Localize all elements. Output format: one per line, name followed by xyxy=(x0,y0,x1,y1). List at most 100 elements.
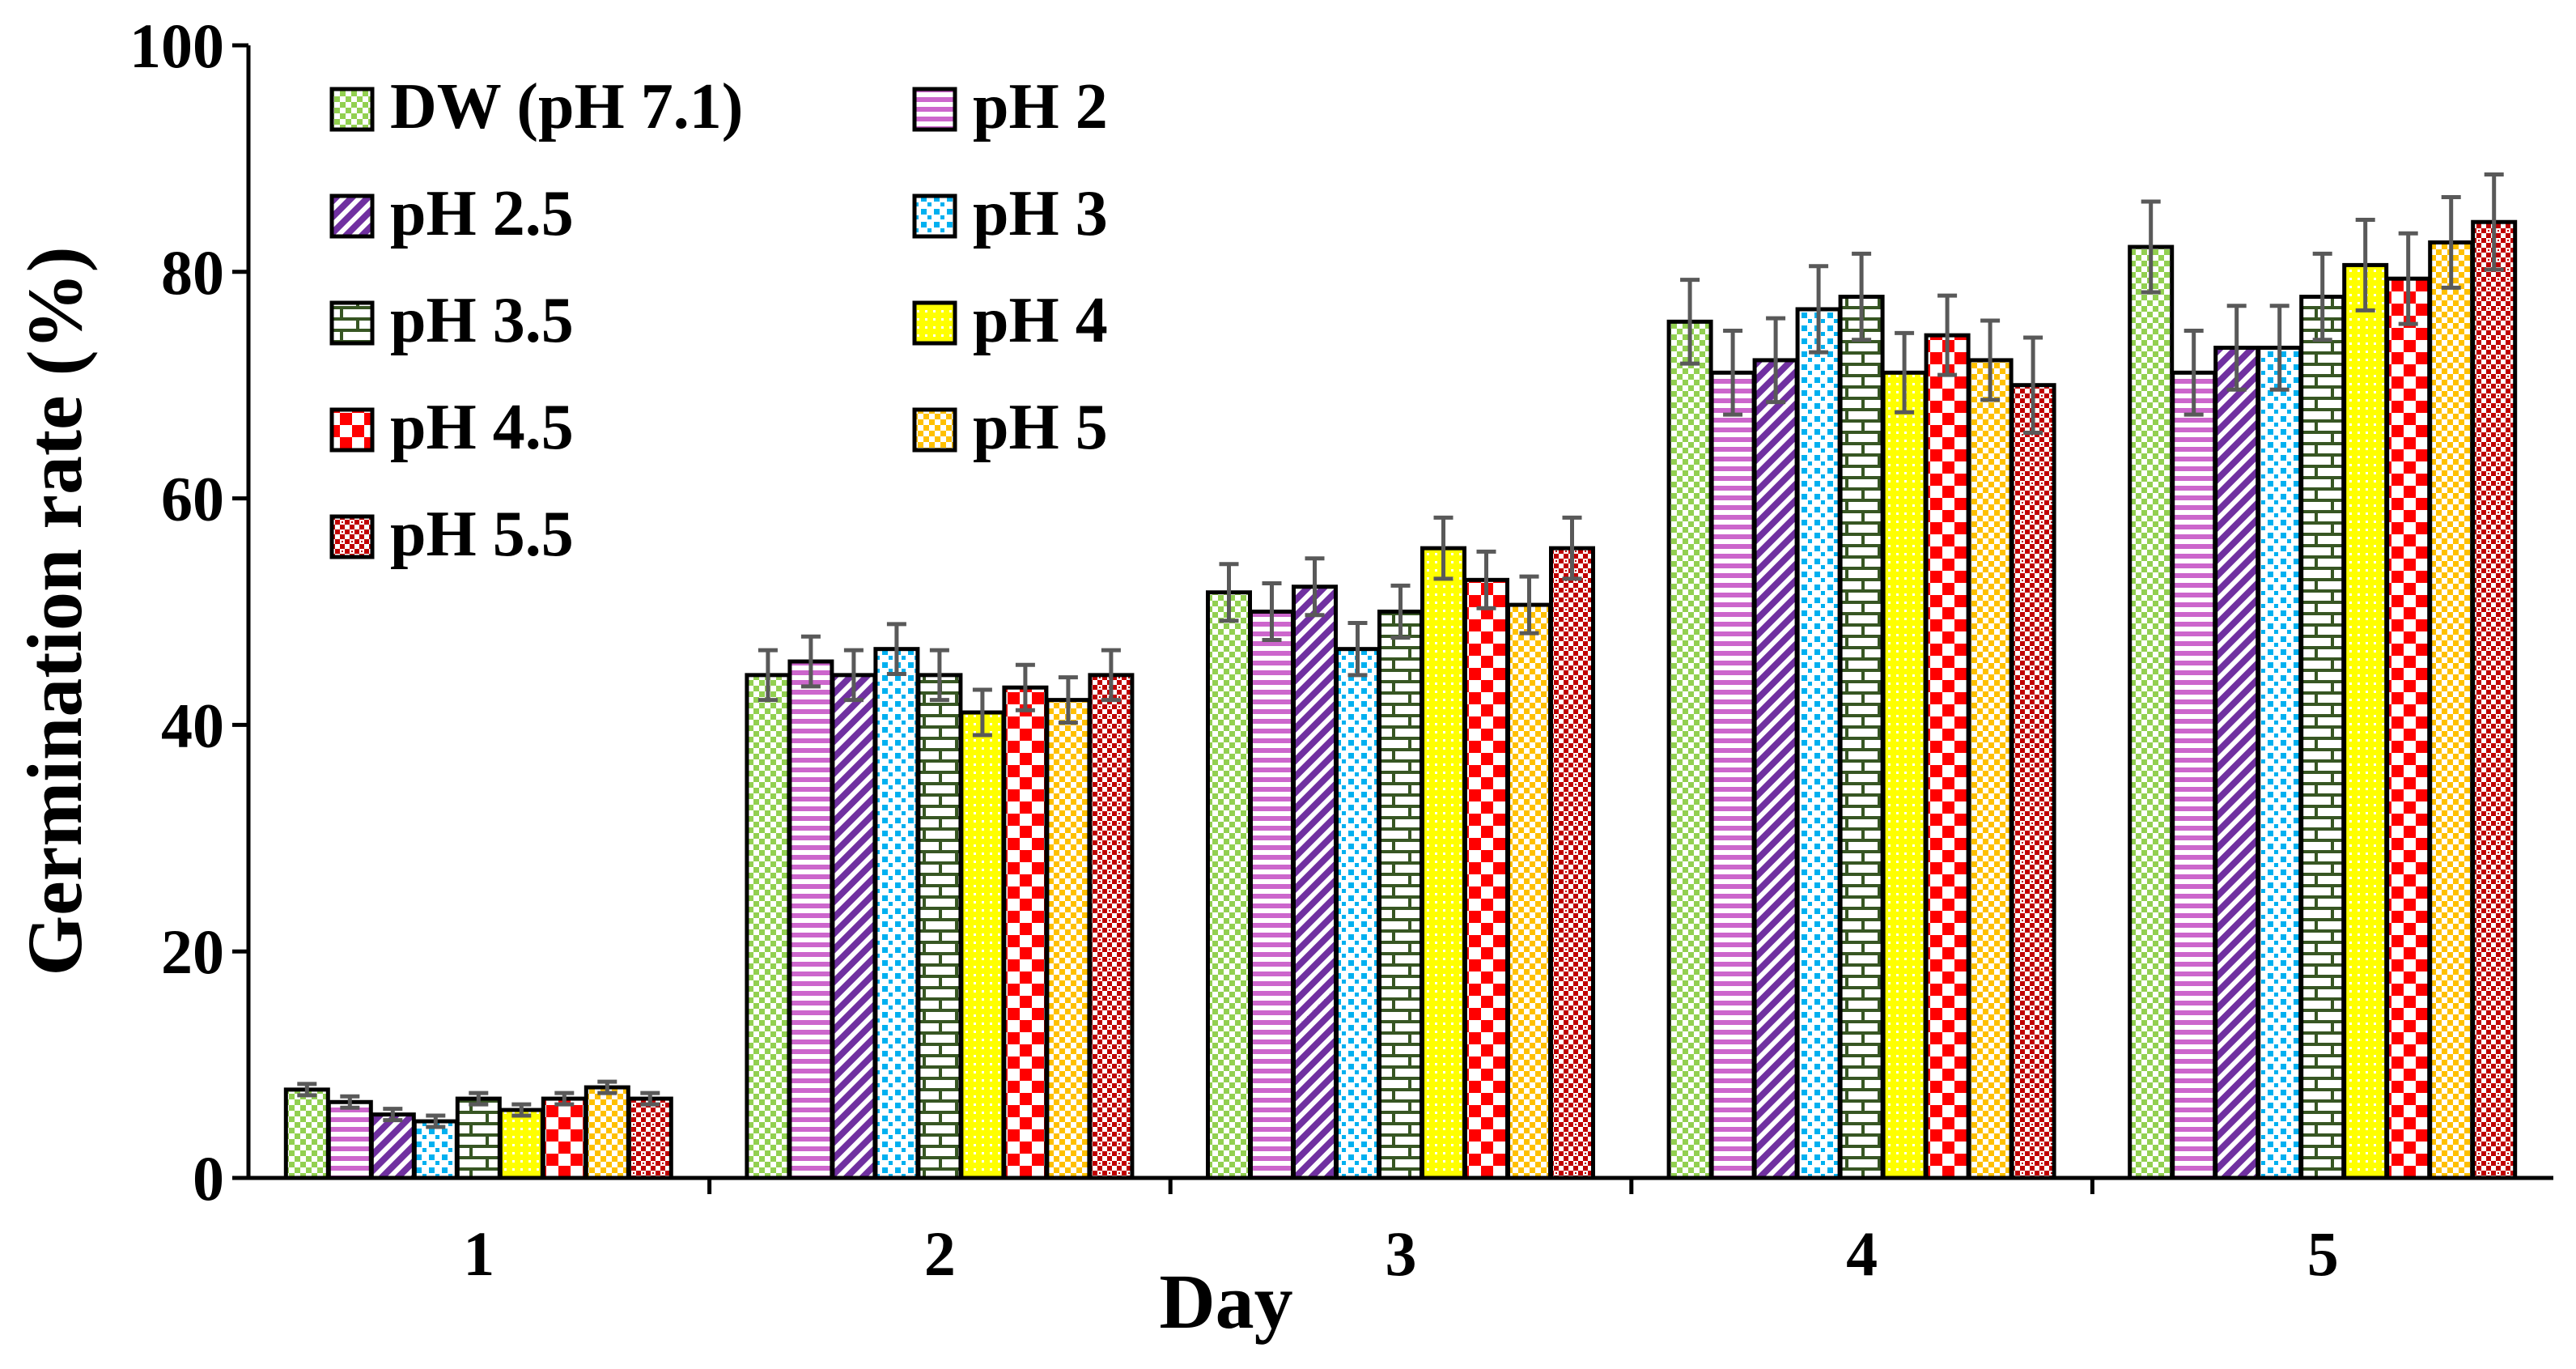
legend-swatch-2 xyxy=(329,193,375,239)
error-bar-day3-series7 xyxy=(1519,574,1539,636)
bar-day3-series3 xyxy=(1335,647,1381,1180)
error-bar-day5-series1 xyxy=(2183,329,2204,417)
error-bar-day5-series3 xyxy=(2269,304,2290,392)
error-bar-day4-series5 xyxy=(1895,330,1915,415)
error-bar-day2-series3 xyxy=(886,622,906,676)
bar-day2-series6 xyxy=(1002,685,1049,1180)
bar-day1-series8 xyxy=(626,1096,673,1180)
error-bar-day3-series8 xyxy=(1562,515,1582,581)
error-bar-day3-series0 xyxy=(1219,562,1239,623)
bar-day2-series5 xyxy=(959,710,1006,1180)
bar-day3-series5 xyxy=(1420,546,1466,1180)
legend-label-4: pH 3.5 xyxy=(390,285,574,356)
error-bar-day2-series7 xyxy=(1058,675,1078,725)
error-bar-day2-series0 xyxy=(758,648,778,703)
error-bar-day2-series6 xyxy=(1015,662,1035,712)
bar-day2-series2 xyxy=(830,673,877,1180)
error-bar-day1-series5 xyxy=(511,1102,532,1118)
error-bar-day3-series4 xyxy=(1390,583,1411,640)
error-bar-day4-series3 xyxy=(1809,264,1829,355)
error-bar-day1-series0 xyxy=(297,1082,317,1098)
error-bar-day4-series2 xyxy=(1766,316,1786,405)
y-tick-label-20: 20 xyxy=(161,916,224,987)
error-bar-day3-series2 xyxy=(1305,556,1325,618)
legend-swatch-8 xyxy=(329,514,375,559)
legend-label-3: pH 3 xyxy=(973,178,1108,249)
x-tick-label-4: 4 xyxy=(1846,1218,1878,1289)
error-bar-day4-series7 xyxy=(1980,318,2001,402)
bar-day4-series0 xyxy=(1666,319,1713,1180)
legend-label-0: DW (pH 7.1) xyxy=(390,71,743,142)
legend-swatch-3 xyxy=(912,193,957,239)
bar-day2-series3 xyxy=(873,647,920,1180)
error-bar-day5-series8 xyxy=(2484,172,2504,272)
legend-swatch-7 xyxy=(912,407,957,453)
legend: DW (pH 7.1) pH 2 pH 2.5 pH 3 pH 3.5 pH 4 pH 4.… xyxy=(329,71,1108,570)
bar-day2-series4 xyxy=(916,673,963,1180)
error-bar-day5-series2 xyxy=(2226,304,2247,392)
bar-day4-series7 xyxy=(1967,358,2014,1180)
bar-day3-series1 xyxy=(1249,610,1295,1180)
x-axis-title: Day xyxy=(1159,1258,1292,1345)
bar-day3-series2 xyxy=(1292,585,1338,1180)
error-bar-day2-series5 xyxy=(972,687,992,738)
error-bar-day1-series1 xyxy=(340,1094,360,1110)
x-ticks: 1 2 3 4 5 xyxy=(463,1178,2339,1289)
error-bar-day2-series1 xyxy=(800,634,821,689)
error-bar-day2-series8 xyxy=(1101,648,1121,703)
error-bar-day1-series2 xyxy=(383,1107,403,1123)
bar-day5-series2 xyxy=(2213,346,2260,1180)
bar-day1-series7 xyxy=(584,1085,630,1180)
error-bar-day1-series8 xyxy=(640,1091,660,1107)
bars-layer xyxy=(283,219,2518,1180)
bar-day1-series1 xyxy=(326,1099,373,1180)
bar-day2-series0 xyxy=(745,673,791,1180)
legend-swatch-5 xyxy=(912,300,957,346)
error-bar-day2-series4 xyxy=(929,648,949,703)
error-bars-layer xyxy=(297,172,2504,1129)
error-bar-day1-series3 xyxy=(426,1113,446,1129)
bar-day5-series4 xyxy=(2299,295,2346,1180)
bar-day5-series3 xyxy=(2256,346,2303,1180)
error-bar-day4-series8 xyxy=(2023,335,2043,435)
error-bar-day5-series6 xyxy=(2398,231,2418,326)
error-bar-day4-series0 xyxy=(1680,278,1700,366)
y-tick-label-60: 60 xyxy=(161,464,224,534)
error-bar-day1-series6 xyxy=(554,1091,575,1107)
x-tick-label-3: 3 xyxy=(1386,1218,1417,1289)
bar-day1-series6 xyxy=(541,1096,588,1180)
error-bar-day4-series4 xyxy=(1852,251,1872,342)
bar-day3-series7 xyxy=(1506,602,1552,1180)
error-bar-day1-series7 xyxy=(597,1079,617,1095)
x-tick-label-1: 1 xyxy=(463,1218,494,1289)
legend-label-5: pH 4 xyxy=(973,285,1108,356)
bar-day1-series2 xyxy=(369,1112,416,1180)
legend-label-1: pH 2 xyxy=(973,71,1108,142)
bar-day1-series0 xyxy=(283,1087,330,1180)
bar-day4-series1 xyxy=(1709,370,1756,1180)
bar-day3-series4 xyxy=(1377,610,1424,1180)
bar-day5-series8 xyxy=(2471,219,2518,1180)
legend-label-2: pH 2.5 xyxy=(390,178,574,249)
bar-day4-series3 xyxy=(1795,307,1842,1180)
x-tick-label-2: 2 xyxy=(924,1218,956,1289)
bar-day3-series8 xyxy=(1549,546,1595,1180)
bar-day5-series5 xyxy=(2342,262,2389,1180)
legend-swatch-4 xyxy=(329,300,375,346)
bar-day1-series4 xyxy=(455,1096,502,1180)
bar-day5-series6 xyxy=(2385,276,2432,1180)
y-tick-label-100: 100 xyxy=(129,11,224,81)
error-bar-day1-series4 xyxy=(469,1091,489,1107)
bar-day2-series7 xyxy=(1045,698,1092,1180)
error-bar-day3-series6 xyxy=(1476,549,1496,610)
error-bar-day5-series0 xyxy=(2141,199,2161,295)
bar-day4-series5 xyxy=(1881,370,1928,1180)
y-ticks: 0 20 40 60 80 100 xyxy=(129,11,248,1214)
bar-day5-series0 xyxy=(2128,244,2175,1180)
error-bar-day5-series4 xyxy=(2312,251,2332,342)
error-bar-day2-series2 xyxy=(843,648,864,703)
bar-day2-series8 xyxy=(1088,673,1135,1180)
legend-label-6: pH 4.5 xyxy=(390,392,574,463)
error-bar-day4-series6 xyxy=(1937,293,1958,377)
